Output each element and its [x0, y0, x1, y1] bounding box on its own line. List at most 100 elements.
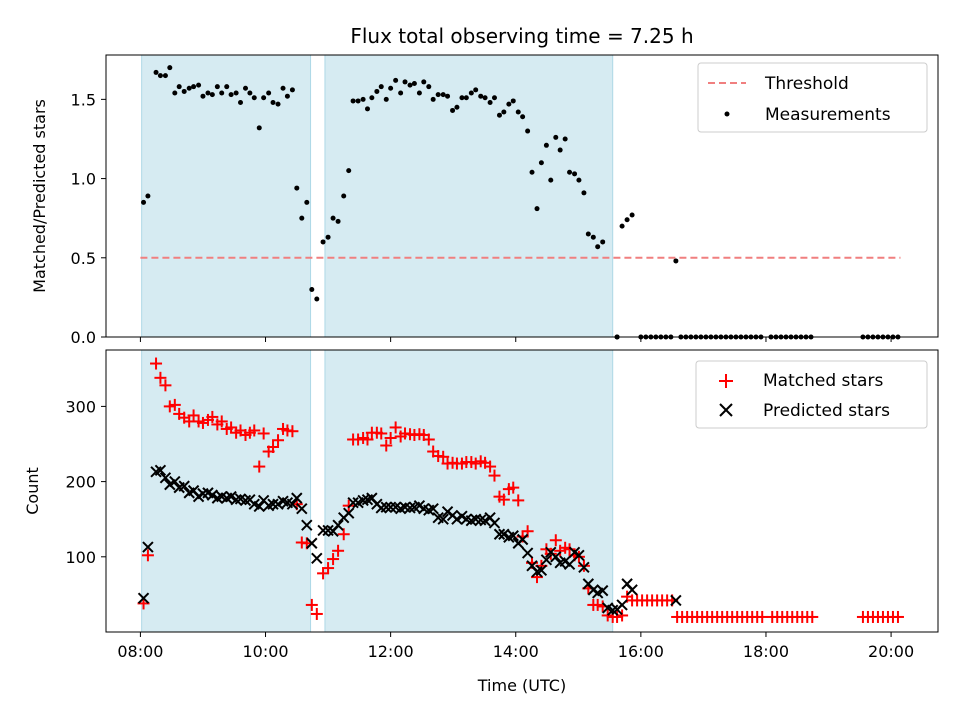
measurements-point — [153, 69, 159, 75]
matched-stars-point — [422, 433, 435, 446]
bottom-axes-frame — [105, 349, 939, 633]
bottom-y-tick-label: 200 — [65, 473, 96, 492]
top-y-tick-label: 1.0 — [71, 170, 96, 189]
measurements-point — [538, 160, 544, 166]
measurements-point — [411, 81, 417, 87]
predicted-stars-point — [317, 524, 329, 537]
measurements-point — [624, 217, 630, 223]
predicted-stars-point — [670, 594, 682, 607]
predicted-stars-point — [493, 528, 506, 540]
measurements-point — [209, 92, 215, 98]
measurements-point — [534, 206, 540, 212]
measurements-point — [364, 106, 370, 112]
measurements-point — [525, 128, 531, 134]
measurements-point — [205, 90, 211, 96]
matched-stars-point — [507, 481, 520, 494]
measurements-point — [350, 98, 356, 104]
matched-stars-point — [150, 357, 163, 370]
measurements-point — [374, 88, 380, 94]
predicted-stars-point — [578, 561, 590, 574]
predicted-stars-point — [626, 584, 638, 596]
matched-stars-point — [286, 425, 299, 438]
matched-stars-point — [257, 427, 270, 440]
predicted-stars-point — [606, 604, 619, 616]
legend-measurements-swatch — [724, 111, 730, 117]
measurements-point — [562, 136, 568, 142]
predicted-stars-point — [311, 552, 323, 565]
top-observing-windows — [141, 54, 614, 338]
matched-stars-point — [512, 494, 525, 507]
measurements-point — [450, 107, 456, 113]
measurements-point — [595, 244, 601, 250]
predicted-stars-point — [178, 480, 190, 492]
measurements-point — [289, 87, 295, 93]
measurements-point — [491, 95, 497, 101]
top-observing-window — [141, 54, 312, 338]
matched-stars-point — [611, 610, 624, 623]
measurements-point — [383, 96, 389, 102]
measurements-point — [181, 88, 187, 94]
predicted-stars-point — [230, 493, 242, 506]
top-x-ticks — [139, 337, 892, 342]
x-tick-label: 12:00 — [368, 642, 414, 661]
measurements-point — [309, 286, 315, 292]
matched-stars-point — [322, 562, 335, 575]
legend-predicted-swatch — [719, 403, 733, 417]
top-y-axis-label: Matched/Predicted stars — [30, 99, 49, 293]
measurements-point — [176, 84, 182, 90]
predicted-stars-point — [475, 514, 487, 526]
matched-stars-point — [159, 379, 172, 392]
predicted-stars-point — [573, 549, 585, 562]
measurements-point — [219, 90, 225, 96]
matched-stars-point — [327, 553, 340, 566]
top-y-tick-label: 1.5 — [71, 90, 96, 109]
measurements-point — [510, 98, 516, 104]
predicted-stars-point — [357, 494, 369, 507]
measurements-point — [590, 234, 596, 240]
measurements-point — [482, 95, 488, 101]
measurements-point — [506, 101, 512, 107]
predicted-stars-point — [616, 599, 628, 611]
predicted-stars-point — [137, 592, 150, 604]
x-tick-label: 20:00 — [868, 642, 914, 661]
measurements-point — [402, 79, 408, 85]
predicted-stars-point — [437, 513, 449, 525]
matched-stars-point — [601, 609, 614, 622]
predicted-stars-point — [516, 533, 529, 546]
top-y-tick-label: 0.0 — [71, 328, 96, 347]
measurements-point — [196, 82, 202, 88]
measurements-point — [576, 177, 582, 183]
bottom-legend: Matched stars Predicted stars — [695, 360, 928, 429]
matched-stars-point — [310, 607, 323, 620]
measurements-point — [280, 85, 286, 91]
x-tick-label: 18:00 — [743, 642, 789, 661]
matched-stars-point — [616, 609, 629, 622]
predicted-stars-point — [332, 519, 344, 531]
x-tick-label: 10:00 — [242, 642, 288, 661]
measurements-point — [145, 193, 151, 199]
predicted-stars-point — [169, 475, 181, 488]
predicted-stars-point — [563, 558, 576, 571]
predicted-stars-point — [306, 537, 318, 549]
bottom-y-axis-label: Count — [23, 467, 42, 515]
matched-stars-point — [305, 598, 318, 611]
top-y-ticks: 0.0 0.5 1.0 1.5 — [71, 90, 106, 347]
measurements-point — [237, 100, 243, 106]
measurements-point — [421, 79, 427, 85]
measurements-point — [172, 90, 178, 96]
measurements-point — [407, 82, 413, 88]
matched-stars-point — [563, 543, 576, 556]
legend-threshold-label: Threshold — [764, 74, 849, 94]
matched-stars-point — [577, 559, 590, 572]
predicted-stars-point — [404, 502, 416, 514]
matched-stars-point — [225, 421, 238, 434]
measurements-point — [487, 100, 493, 106]
bottom-observing-window — [141, 349, 312, 633]
measurements-point — [191, 84, 197, 90]
measurements-point — [141, 199, 147, 205]
matched-stars-point — [484, 460, 497, 473]
matched-stars-point — [248, 424, 261, 437]
x-tick-label: 08:00 — [117, 642, 163, 661]
matched-stars-point — [168, 398, 181, 411]
